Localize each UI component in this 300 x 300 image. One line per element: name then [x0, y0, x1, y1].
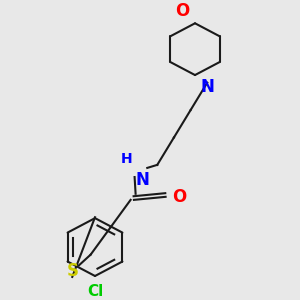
- Text: N: N: [136, 171, 149, 189]
- Text: O: O: [172, 188, 187, 206]
- Text: S: S: [66, 262, 78, 280]
- Text: Cl: Cl: [87, 284, 103, 298]
- Text: N: N: [200, 78, 214, 96]
- Text: O: O: [176, 2, 190, 20]
- Text: H: H: [121, 152, 132, 166]
